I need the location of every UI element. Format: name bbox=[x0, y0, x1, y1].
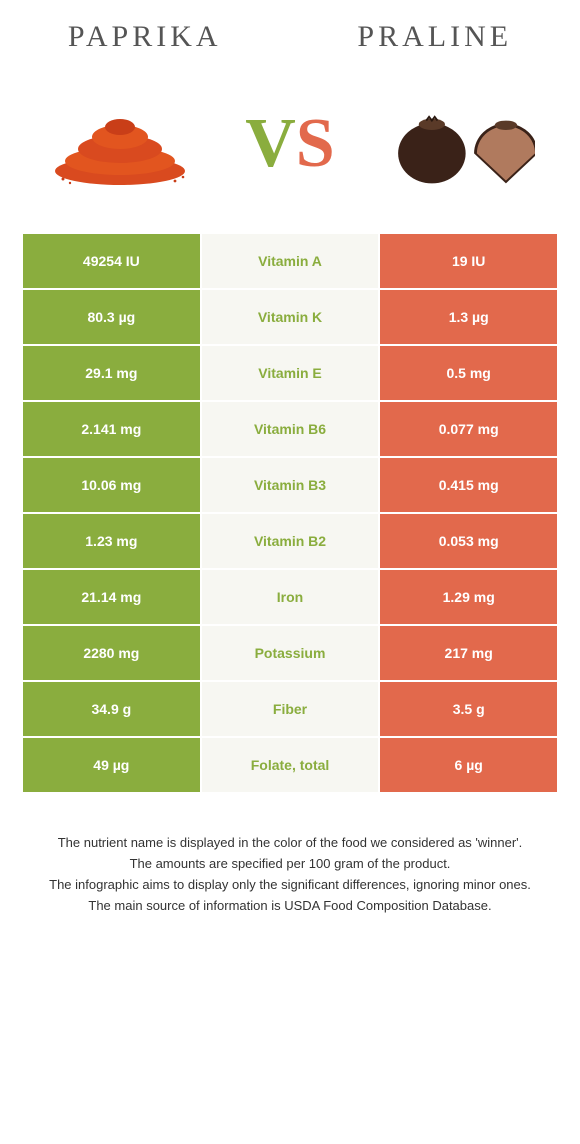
nutrient-row: 49 µgFolate, total6 µg bbox=[23, 738, 557, 794]
paprika-image bbox=[45, 94, 195, 194]
nutrient-left-value: 80.3 µg bbox=[23, 290, 202, 346]
right-food-title: Praline bbox=[357, 20, 512, 54]
nutrient-name: Iron bbox=[202, 570, 381, 626]
footer-line: The nutrient name is displayed in the co… bbox=[30, 834, 550, 853]
nutrient-table: 49254 IUVitamin A19 IU80.3 µgVitamin K1.… bbox=[23, 234, 557, 794]
nutrient-left-value: 2.141 mg bbox=[23, 402, 202, 458]
nutrient-right-value: 0.053 mg bbox=[380, 514, 557, 570]
nutrient-name: Folate, total bbox=[202, 738, 381, 794]
nutrient-left-value: 2280 mg bbox=[23, 626, 202, 682]
nutrient-left-value: 10.06 mg bbox=[23, 458, 202, 514]
nutrient-left-value: 21.14 mg bbox=[23, 570, 202, 626]
nutrient-left-value: 34.9 g bbox=[23, 682, 202, 738]
nutrient-row: 21.14 mgIron1.29 mg bbox=[23, 570, 557, 626]
header: Paprika Praline bbox=[0, 0, 580, 64]
nutrient-name: Vitamin B3 bbox=[202, 458, 381, 514]
nutrient-right-value: 1.29 mg bbox=[380, 570, 557, 626]
nutrient-name: Potassium bbox=[202, 626, 381, 682]
nutrient-name: Vitamin E bbox=[202, 346, 381, 402]
nutrient-row: 29.1 mgVitamin E0.5 mg bbox=[23, 346, 557, 402]
left-food-title: Paprika bbox=[68, 20, 222, 54]
nutrient-right-value: 0.077 mg bbox=[380, 402, 557, 458]
nutrient-name: Fiber bbox=[202, 682, 381, 738]
nutrient-row: 34.9 gFiber3.5 g bbox=[23, 682, 557, 738]
nutrient-right-value: 0.415 mg bbox=[380, 458, 557, 514]
nutrient-row: 10.06 mgVitamin B30.415 mg bbox=[23, 458, 557, 514]
nutrient-row: 49254 IUVitamin A19 IU bbox=[23, 234, 557, 290]
vs-label: VS bbox=[245, 104, 335, 184]
nutrient-right-value: 1.3 µg bbox=[380, 290, 557, 346]
hero-row: VS bbox=[0, 64, 580, 234]
footer-notes: The nutrient name is displayed in the co… bbox=[0, 794, 580, 915]
nutrient-right-value: 217 mg bbox=[380, 626, 557, 682]
nutrient-row: 1.23 mgVitamin B20.053 mg bbox=[23, 514, 557, 570]
nutrient-name: Vitamin A bbox=[202, 234, 381, 290]
nutrient-row: 2.141 mgVitamin B60.077 mg bbox=[23, 402, 557, 458]
footer-line: The amounts are specified per 100 gram o… bbox=[30, 855, 550, 874]
nutrient-right-value: 3.5 g bbox=[380, 682, 557, 738]
nutrient-left-value: 49 µg bbox=[23, 738, 202, 794]
vs-s-letter: S bbox=[296, 104, 335, 184]
nutrient-right-value: 6 µg bbox=[380, 738, 557, 794]
vs-v-letter: V bbox=[245, 104, 296, 184]
nutrient-row: 80.3 µgVitamin K1.3 µg bbox=[23, 290, 557, 346]
nutrient-left-value: 49254 IU bbox=[23, 234, 202, 290]
nutrient-row: 2280 mgPotassium217 mg bbox=[23, 626, 557, 682]
footer-line: The infographic aims to display only the… bbox=[30, 876, 550, 895]
nutrient-right-value: 19 IU bbox=[380, 234, 557, 290]
nutrient-left-value: 29.1 mg bbox=[23, 346, 202, 402]
nutrient-right-value: 0.5 mg bbox=[380, 346, 557, 402]
nutrient-name: Vitamin K bbox=[202, 290, 381, 346]
nutrient-name: Vitamin B6 bbox=[202, 402, 381, 458]
nutrient-left-value: 1.23 mg bbox=[23, 514, 202, 570]
praline-image bbox=[385, 94, 535, 194]
footer-line: The main source of information is USDA F… bbox=[30, 897, 550, 916]
nutrient-name: Vitamin B2 bbox=[202, 514, 381, 570]
